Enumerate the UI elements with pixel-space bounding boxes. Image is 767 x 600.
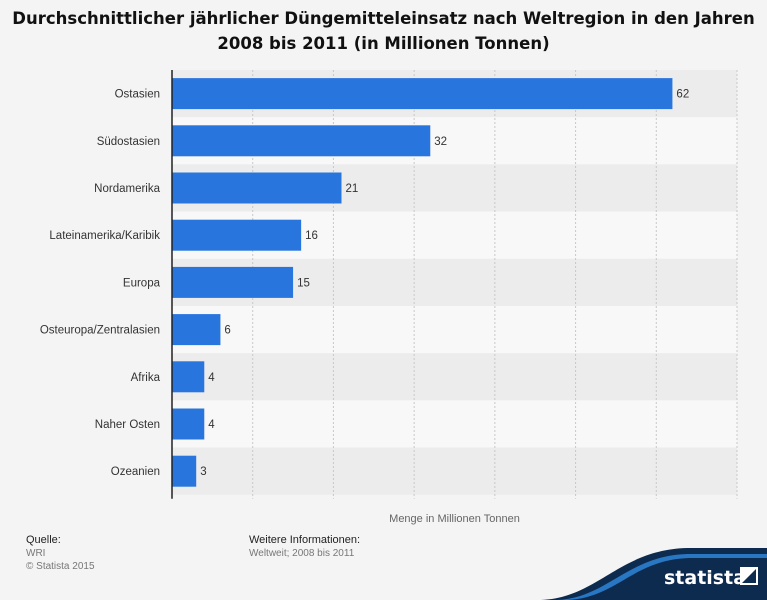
category-label: Europa bbox=[123, 277, 161, 289]
category-label: Osteuropa/Zentralasien bbox=[40, 325, 160, 337]
bar bbox=[172, 219, 302, 251]
category-label: Lateinamerika/Karibik bbox=[49, 230, 160, 242]
brand-swoosh bbox=[537, 548, 767, 600]
category-label: Afrika bbox=[131, 372, 161, 384]
bar bbox=[172, 314, 221, 346]
statista-logo-icon bbox=[740, 567, 758, 585]
source-value: WRI bbox=[26, 548, 46, 559]
value-label: 16 bbox=[305, 230, 318, 242]
category-label: Südostasien bbox=[97, 136, 160, 148]
category-label: Ozeanien bbox=[111, 466, 160, 478]
value-label: 21 bbox=[346, 183, 359, 195]
chart-title-line2: 2008 bis 2011 (in Millionen Tonnen) bbox=[217, 34, 550, 53]
value-label: 6 bbox=[224, 325, 230, 337]
value-label: 15 bbox=[297, 277, 310, 289]
bar bbox=[172, 408, 205, 440]
category-label: Nordamerika bbox=[94, 183, 160, 195]
bar bbox=[172, 172, 342, 204]
value-label: 4 bbox=[208, 372, 215, 384]
value-label: 4 bbox=[208, 419, 215, 431]
value-label: 3 bbox=[200, 466, 206, 478]
bar bbox=[172, 266, 294, 298]
category-label: Ostasien bbox=[115, 89, 160, 101]
bar-chart: Ostasien 62 Südostasien 32 Nordamerika 21 Late… bbox=[40, 70, 738, 525]
category-label: Naher Osten bbox=[95, 419, 160, 431]
row-band bbox=[172, 447, 737, 495]
brand-name: statista bbox=[664, 567, 746, 589]
chart-title: Durchschnittlicher jährlicher Düngemitte… bbox=[0, 6, 767, 56]
bar bbox=[172, 125, 431, 157]
x-axis-label: Menge in Millionen Tonnen bbox=[389, 513, 520, 525]
info-block: Weitere Informationen: Weltweit; 2008 bi… bbox=[249, 534, 360, 560]
source-block: Quelle: WRI © Statista 2015 bbox=[26, 534, 95, 573]
bar bbox=[172, 78, 673, 110]
chart-title-line1: Durchschnittlicher jährlicher Düngemitte… bbox=[12, 9, 755, 28]
value-label: 62 bbox=[676, 89, 689, 101]
row-band bbox=[172, 353, 737, 401]
info-value: Weltweit; 2008 bis 2011 bbox=[249, 548, 355, 559]
bar bbox=[172, 455, 197, 487]
source-label: Quelle: bbox=[26, 534, 61, 546]
info-label: Weitere Informationen: bbox=[249, 534, 361, 546]
statista-brand: statista bbox=[537, 548, 767, 600]
value-label: 32 bbox=[434, 136, 447, 148]
bar bbox=[172, 361, 205, 393]
copyright: © Statista 2015 bbox=[26, 561, 95, 572]
row-band bbox=[172, 400, 737, 448]
row-band bbox=[172, 306, 737, 354]
